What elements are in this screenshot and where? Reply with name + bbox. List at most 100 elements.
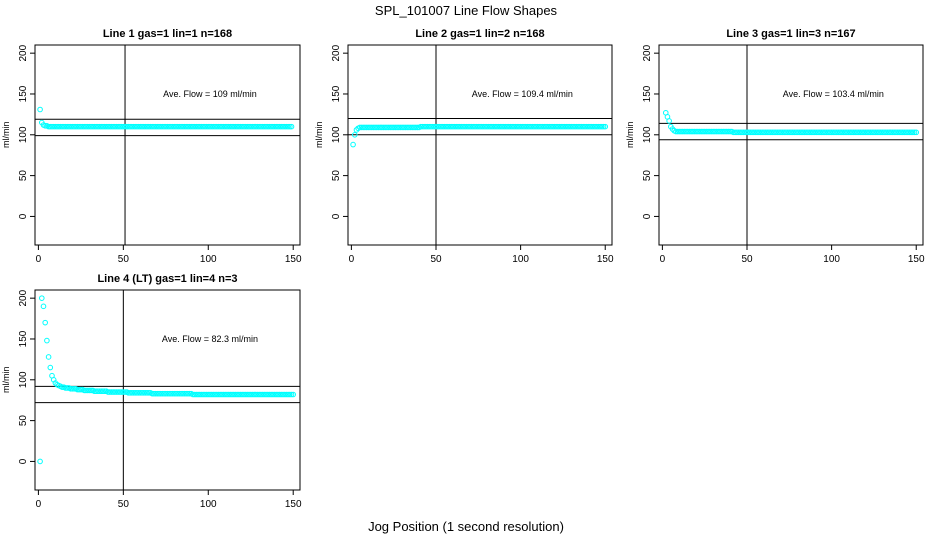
- panel-title: Line 1 gas=1 lin=1 n=168: [103, 28, 232, 40]
- y-tick-label: 0: [18, 458, 29, 464]
- data-point: [287, 123, 293, 130]
- x-tick-label: 0: [36, 254, 42, 265]
- average-flow-annotation: Ave. Flow = 109.4 ml/min: [472, 89, 573, 99]
- data-point: [86, 387, 93, 394]
- y-tick-label: 150: [331, 85, 342, 102]
- data-point: [666, 118, 672, 124]
- panel-title: Line 2 gas=1 lin=2 n=168: [415, 28, 544, 40]
- data-point: [725, 128, 732, 135]
- y-tick-label: 150: [642, 85, 653, 102]
- data-point: [185, 390, 191, 397]
- x-tick-label: 50: [118, 254, 130, 265]
- y-axis-label: ml/min: [625, 122, 635, 149]
- data-point: [88, 387, 94, 394]
- plot-frame: [34, 289, 301, 491]
- y-tick-label: 50: [18, 415, 29, 427]
- data-point: [122, 389, 128, 395]
- data-point: [602, 123, 609, 130]
- panel-title: Line 4 (LT) gas=1 lin=4 n=3: [97, 273, 237, 285]
- y-tick-label: 200: [18, 44, 29, 61]
- data-point: [100, 388, 106, 395]
- x-tick-label: 50: [430, 254, 442, 265]
- x-tick-label: 100: [200, 254, 217, 265]
- plot-frame: [34, 44, 301, 246]
- data-point: [600, 123, 607, 130]
- y-axis-label: ml/min: [1, 122, 11, 149]
- data-point: [288, 391, 295, 398]
- x-tick-label: 100: [200, 499, 217, 510]
- data-point: [78, 386, 84, 393]
- y-tick-label: 100: [18, 371, 29, 388]
- x-tick-label: 0: [36, 499, 42, 510]
- panel-title: Line 3 gas=1 lin=3 n=167: [726, 28, 855, 40]
- data-point: [146, 390, 152, 396]
- chart-panel-3: Line 3 gas=1 lin=3 n=167 0 50 100 150 0 50 100 1…: [625, 28, 925, 265]
- x-tick-label: 100: [823, 254, 840, 265]
- x-tick-label: 100: [512, 254, 529, 265]
- y-tick-label: 50: [18, 170, 29, 182]
- data-point: [40, 303, 47, 310]
- data-point: [910, 129, 916, 136]
- y-tick-label: 50: [642, 170, 653, 182]
- x-tick-label: 0: [349, 254, 355, 265]
- data-point: [45, 354, 52, 360]
- data-point: [911, 129, 918, 136]
- data-point: [144, 390, 150, 396]
- x-tick-label: 50: [118, 499, 130, 510]
- x-tick-label: 50: [741, 254, 753, 265]
- chart-panel-4: Line 4 (LT) gas=1 lin=4 n=3 0 50 100 150 0 50 1…: [1, 273, 302, 510]
- data-point: [414, 124, 421, 131]
- data-point: [64, 385, 71, 391]
- data-point: [186, 390, 193, 397]
- y-tick-label: 0: [18, 213, 29, 219]
- y-tick-label: 50: [331, 170, 342, 182]
- data-point: [71, 385, 77, 392]
- data-point: [44, 337, 50, 344]
- x-tick-label: 150: [908, 254, 925, 265]
- x-tick-label: 150: [285, 254, 302, 265]
- data-point: [101, 388, 108, 395]
- plot-frame: [658, 44, 924, 246]
- y-axis-label: ml/min: [314, 122, 324, 149]
- x-tick-label: 0: [660, 254, 666, 265]
- data-point: [120, 389, 127, 395]
- data-point: [69, 385, 76, 392]
- y-tick-label: 100: [331, 126, 342, 143]
- average-flow-annotation: Ave. Flow = 109 ml/min: [163, 89, 257, 99]
- data-point: [599, 123, 605, 130]
- data-point: [47, 364, 54, 371]
- data-point: [913, 129, 920, 136]
- panels-group: Line 1 gas=1 lin=1 n=168 0 50 100 150 0 50 100 1…: [1, 28, 925, 510]
- data-point: [351, 131, 358, 138]
- y-tick-label: 200: [331, 44, 342, 61]
- data-point: [37, 106, 43, 113]
- y-tick-label: 150: [18, 330, 29, 347]
- data-point: [42, 123, 48, 129]
- figure-title: SPL_101007 Line Flow Shapes: [375, 3, 558, 18]
- data-point: [412, 124, 419, 131]
- x-tick-label: 150: [285, 499, 302, 510]
- y-axis-label: ml/min: [1, 367, 11, 394]
- chart-panel-1: Line 1 gas=1 lin=1 n=168 0 50 100 150 0 50 100 1…: [1, 28, 302, 265]
- data-point: [290, 391, 297, 398]
- y-tick-label: 200: [642, 44, 653, 61]
- average-flow-annotation: Ave. Flow = 82.3 ml/min: [162, 334, 258, 344]
- figure-x-axis-label: Jog Position (1 second resolution): [368, 519, 564, 534]
- data-point: [37, 458, 43, 465]
- data-point: [727, 128, 733, 135]
- average-flow-annotation: Ave. Flow = 103.4 ml/min: [783, 89, 884, 99]
- x-tick-label: 150: [597, 254, 614, 265]
- data-point: [76, 386, 82, 393]
- data-point: [350, 141, 356, 148]
- plot-frame: [347, 44, 613, 246]
- data-point: [38, 295, 45, 301]
- y-tick-label: 0: [642, 213, 653, 219]
- data-point: [285, 123, 291, 130]
- y-tick-label: 150: [18, 85, 29, 102]
- data-point: [288, 123, 295, 130]
- data-point: [287, 391, 293, 398]
- y-tick-label: 100: [642, 126, 653, 143]
- y-tick-label: 0: [331, 213, 342, 219]
- data-point: [62, 385, 69, 391]
